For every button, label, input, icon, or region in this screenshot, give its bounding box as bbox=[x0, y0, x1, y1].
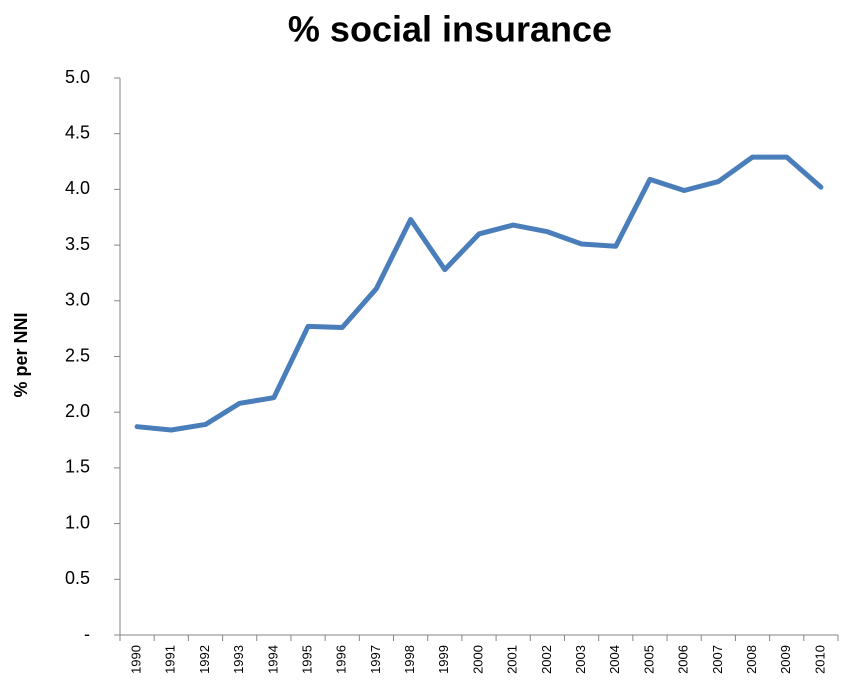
y-tick-label: 1.5 bbox=[65, 457, 90, 477]
x-tick-label: 2005 bbox=[641, 645, 656, 674]
y-tick-label: 2.0 bbox=[65, 401, 90, 421]
line bbox=[134, 154, 824, 433]
y-tick-label: - bbox=[84, 624, 90, 644]
x-tick-label: 2006 bbox=[676, 645, 691, 674]
x-tick-label: 1995 bbox=[299, 645, 314, 674]
y-tick-label: 5.0 bbox=[65, 67, 90, 87]
y-tick-label: 3.0 bbox=[65, 290, 90, 310]
x-tick-label: 1998 bbox=[402, 645, 417, 674]
x-tick-label: 1991 bbox=[163, 645, 178, 674]
y-tick-label: 0.5 bbox=[65, 568, 90, 588]
x-tick-label: 2002 bbox=[539, 645, 554, 674]
x-tick-label: 2004 bbox=[607, 645, 622, 674]
x-tick-label: 2010 bbox=[812, 645, 827, 674]
x-tick-label: 2001 bbox=[505, 645, 520, 674]
x-tick-label: 2007 bbox=[710, 645, 725, 674]
y-tick-label: 1.0 bbox=[65, 512, 90, 532]
x-tick-label: 1999 bbox=[436, 645, 451, 674]
x-tick-label: 2003 bbox=[573, 645, 588, 674]
chart-title: % social insurance bbox=[288, 9, 612, 50]
x-tick-label: 1997 bbox=[368, 645, 383, 674]
x-tick-label: 2008 bbox=[744, 645, 759, 674]
y-tick-label: 4.5 bbox=[65, 122, 90, 142]
x-tick-label: 1994 bbox=[265, 645, 280, 674]
x-tick-label: 1990 bbox=[129, 645, 144, 674]
y-axis-label: % per NNI bbox=[11, 312, 31, 397]
x-tick-label: 1992 bbox=[197, 645, 212, 674]
y-tick-label: 3.5 bbox=[65, 234, 90, 254]
x-tick-label: 2009 bbox=[778, 645, 793, 674]
x-tick-label: 2000 bbox=[470, 645, 485, 674]
x-tick-label: 1993 bbox=[231, 645, 246, 674]
x-tick-label: 1996 bbox=[334, 645, 349, 674]
y-tick-label: 2.5 bbox=[65, 345, 90, 365]
y-tick-label: 4.0 bbox=[65, 178, 90, 198]
